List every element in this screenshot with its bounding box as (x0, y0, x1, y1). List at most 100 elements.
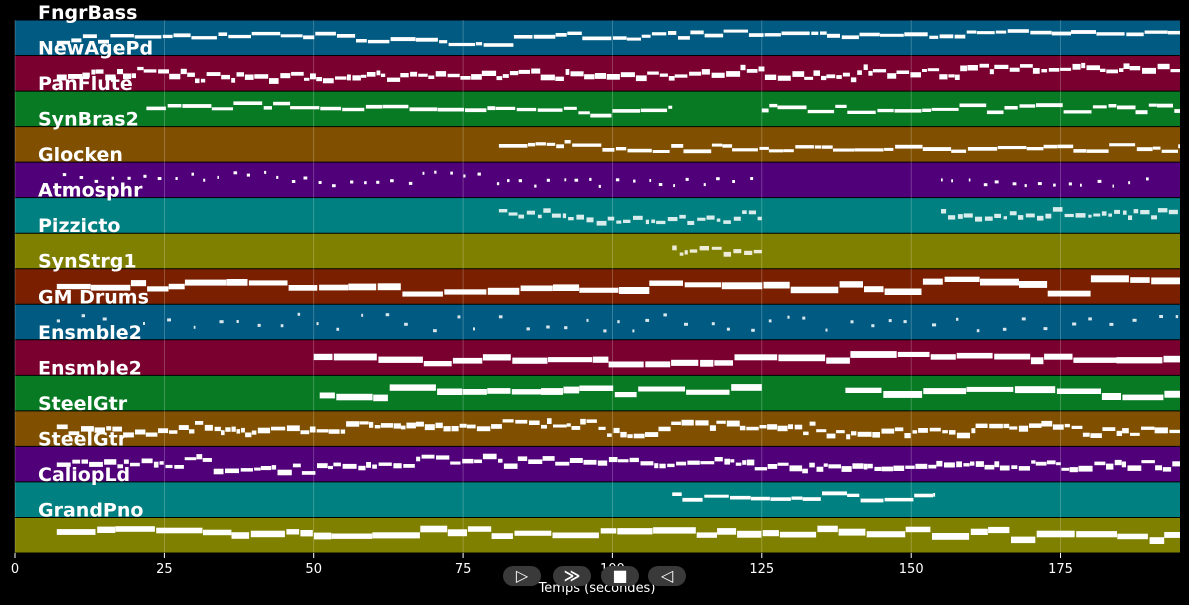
note-block (260, 466, 272, 471)
note-block (956, 432, 970, 439)
note-block (1146, 177, 1149, 181)
note-block (922, 278, 943, 285)
note-block (887, 73, 897, 79)
note-block (894, 109, 922, 113)
note-block (602, 148, 615, 152)
note-block (757, 216, 762, 221)
note-block (90, 284, 131, 291)
note-block (871, 324, 875, 328)
note-block (789, 465, 803, 472)
note-block (221, 74, 230, 80)
note-block (723, 29, 748, 33)
note-block (428, 75, 435, 79)
note-block (162, 34, 173, 39)
note-block (110, 34, 134, 38)
note-block (606, 74, 620, 80)
note-block (847, 110, 876, 114)
note-block (416, 456, 421, 462)
note-block (863, 64, 868, 70)
note-block (929, 35, 939, 39)
note-block (233, 171, 238, 175)
note-block (1030, 30, 1052, 35)
note-block (56, 283, 91, 290)
note-block (174, 465, 184, 469)
note-block (1057, 144, 1074, 149)
note-block (967, 65, 978, 71)
x-tick-label: 50 (305, 562, 322, 577)
note-block (195, 78, 200, 84)
note-block (1151, 215, 1157, 220)
note-block (457, 315, 461, 319)
note-block (1072, 322, 1077, 326)
note-block (653, 527, 696, 534)
note-block (679, 252, 684, 256)
note-block (1041, 69, 1048, 73)
note-block (813, 70, 820, 76)
note-block (340, 429, 346, 434)
note-block (746, 459, 755, 466)
note-block (608, 361, 644, 368)
note-block (863, 463, 868, 470)
note-block (1102, 427, 1116, 431)
note-block (123, 459, 129, 464)
note-block (316, 322, 319, 326)
note-block (1032, 68, 1040, 74)
note-block (994, 353, 1031, 360)
track-label: Ensmble2 (38, 357, 142, 379)
note-block (989, 423, 1003, 429)
note-block (576, 214, 584, 220)
note-block (607, 433, 612, 437)
note-block (526, 210, 535, 215)
note-block (250, 530, 285, 538)
note-block (929, 427, 941, 432)
note-block (717, 528, 737, 535)
note-block (1175, 315, 1179, 319)
note-block (147, 286, 169, 292)
track-labels: FngrBass NewAgePd PanFlute SynBras2 Glocken A… (38, 2, 153, 522)
note-block (944, 462, 955, 468)
note-block (551, 213, 561, 218)
note-block (450, 461, 461, 465)
note-block (452, 357, 483, 364)
fast-forward-button[interactable]: ≫ (553, 566, 591, 586)
note-block (248, 280, 288, 286)
note-block (141, 458, 153, 464)
note-block (56, 40, 71, 45)
track-label: GM Drums (38, 286, 149, 308)
note-block (820, 31, 827, 35)
rewind-button[interactable]: ◁ (648, 566, 686, 586)
note-block (1108, 104, 1117, 108)
note-block (1086, 149, 1109, 153)
note-block (402, 291, 443, 297)
track-label: Glocken (38, 144, 123, 166)
note-block (366, 72, 376, 77)
note-block (408, 181, 413, 185)
track-label: SynStrg1 (38, 251, 137, 273)
note-block (821, 145, 833, 149)
note-block (450, 171, 453, 175)
note-block (1011, 536, 1036, 544)
note-block (739, 425, 746, 431)
note-block (668, 105, 673, 109)
note-block (451, 426, 459, 432)
note-block (939, 74, 948, 80)
note-block (769, 103, 778, 108)
track-label: NewAgePd (38, 38, 153, 60)
note-block (541, 388, 563, 395)
note-block (922, 147, 952, 151)
note-block (790, 286, 839, 294)
note-block (684, 322, 688, 326)
note-block (1109, 322, 1114, 326)
note-block (883, 391, 923, 398)
note-block (872, 69, 887, 73)
note-block (563, 106, 577, 110)
note-block (389, 384, 436, 391)
play-button[interactable]: ▷ (503, 566, 541, 586)
note-block (714, 360, 733, 366)
note-block (409, 107, 438, 112)
note-block (733, 249, 742, 254)
note-block (387, 77, 401, 82)
note-block (792, 71, 805, 77)
stop-button[interactable]: ■ (601, 566, 639, 586)
note-block (180, 68, 187, 75)
